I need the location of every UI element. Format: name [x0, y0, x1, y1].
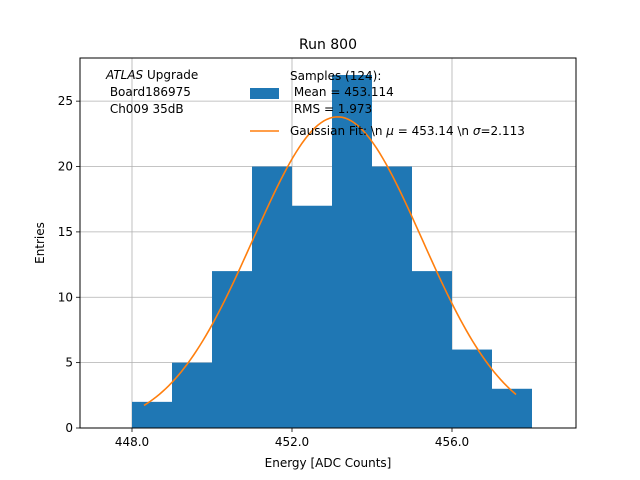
y-tick-label-2: 10 [58, 290, 73, 304]
legend-hist-line-3: RMS = 1.973 [290, 102, 372, 116]
x-tick-label-1: 452.0 [275, 435, 309, 449]
legend-hist-line-2: Mean = 453.114 [290, 85, 394, 99]
histogram-bar-3 [252, 166, 292, 428]
legend-fit-mu-symbol: μ [385, 124, 394, 138]
channel-label: Ch009 35dB [106, 102, 184, 116]
histogram-bars [132, 74, 532, 429]
legend-hist-line-1: Samples (124): [290, 69, 381, 83]
x-axis-ticks: 448.0 452.0 456.0 [115, 428, 469, 449]
y-tick-label-0: 0 [65, 421, 73, 435]
legend-fit-sigma-value: =2.113 [480, 124, 524, 138]
y-axis-label: Entries [33, 222, 47, 264]
plot-frame [79, 57, 577, 429]
x-tick-label-0: 448.0 [115, 435, 149, 449]
chart-title: Run 800 [299, 37, 357, 53]
svg-text:ATLAS Upgrade: ATLAS Upgrade [105, 68, 198, 82]
histogram-bar-0 [132, 401, 172, 428]
legend-fit-sigma-symbol: σ [473, 124, 481, 138]
histogram-bar-2 [212, 271, 252, 428]
histogram-bar-8 [452, 349, 492, 428]
legend-fit-prefix: Gaussian Fit: \n [290, 124, 386, 138]
legend-hist-swatch [250, 88, 279, 99]
histogram-bar-7 [412, 271, 452, 428]
legend: Samples (124): Mean = 453.114 RMS = 1.97… [250, 69, 525, 138]
atlas-label: ATLAS [105, 68, 144, 82]
y-tick-label-1: 5 [65, 356, 73, 370]
atlas-annotation: ATLAS Upgrade Board186975 Ch009 35dB [105, 68, 198, 116]
legend-fit-label: Gaussian Fit: \n μ = 453.14 \n σ=2.113 [290, 124, 525, 138]
upgrade-label: Upgrade [143, 68, 198, 82]
x-tick-label-2: 456.0 [435, 435, 469, 449]
y-tick-label-3: 15 [58, 225, 73, 239]
histogram-bar-1 [172, 362, 212, 428]
x-axis-label: Energy [ADC Counts] [265, 456, 392, 470]
y-tick-label-4: 20 [58, 160, 73, 174]
histogram-bar-6 [372, 166, 412, 428]
y-tick-label-5: 25 [58, 94, 73, 108]
histogram-bar-9 [492, 388, 532, 428]
board-label: Board186975 [106, 85, 191, 99]
gaussian-fit-curve [143, 116, 517, 407]
y-axis-ticks: 0 5 10 15 20 25 [58, 94, 80, 435]
histogram-bar-4 [292, 205, 332, 428]
legend-fit-mu-value: = 453.14 \n [394, 124, 473, 138]
